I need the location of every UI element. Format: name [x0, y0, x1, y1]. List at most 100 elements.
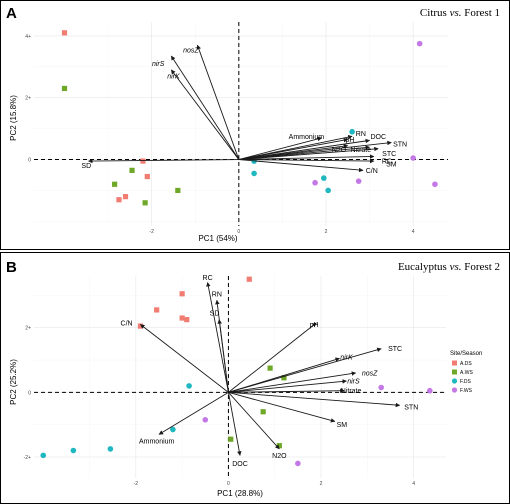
panel-a-x-axis-title: PC1 (54%) [198, 234, 237, 243]
panel-b-vector-nosz [228, 371, 357, 393]
panel-b: B Eucalyptus vs. Forest 2 -2 0 2 4 -2+ 0 2+ RC R… [0, 252, 510, 504]
panel-b-vector-ammonium [158, 391, 229, 435]
panel-b-vector-ph [228, 322, 317, 393]
legend-label-f-ds: F.DS [460, 379, 472, 385]
panel-b-point-f-ds [186, 383, 192, 389]
panel-a-point-a-ws [112, 181, 118, 187]
panel-b-x-tick-label: 2 [320, 481, 323, 487]
panel-a-vector-stc [238, 146, 379, 160]
panel-b-vector-label-stc: STC [388, 346, 402, 353]
panel-a-vector-label-stc: STC [382, 151, 396, 158]
panel-a-x-tick-label: -2 [149, 229, 154, 235]
panel-b-x-tick-label: 0 [227, 481, 230, 487]
panel-a-point-a-ds [122, 194, 129, 200]
panel-a-point-a-ds [116, 197, 122, 203]
panel-a-vector-label-doc: DOC [370, 134, 386, 141]
panel-a-vector-nirs [170, 55, 240, 160]
panel-b-point-f-ws [295, 460, 301, 467]
panel-b-vector-sd [217, 319, 229, 393]
panel-a: A Citrus vs. Forest 1 -2 0 2 4 0 2+ 4+ nosZ nirS… [0, 0, 510, 250]
panel-a-vector-label-sm: SM [386, 162, 397, 169]
legend-label-a-ws: A.WS [460, 370, 473, 376]
panel-a-point-a-ws [142, 200, 148, 206]
panel-a-point-f-ws [416, 40, 423, 47]
panel-a-y-tick-label: 4+ [25, 34, 31, 40]
panel-b-x-tick-label: -2 [134, 481, 139, 487]
legend-title: Site/Season [450, 351, 482, 357]
panel-b-vector-c-n [140, 324, 229, 393]
panel-b-y-tick-label: 2+ [25, 326, 31, 332]
panel-a-vector-nirk [170, 69, 240, 160]
panel-b-vector-label-rn: RN [212, 291, 222, 298]
panel-a-point-a-ds [144, 173, 150, 180]
panel-a-x-tick-label: 4 [412, 229, 415, 235]
panel-a-point-f-ds [321, 175, 327, 181]
panel-b-point-f-ds [107, 446, 114, 452]
panel-b-vector-label-doc: DOC [232, 461, 248, 468]
panel-b-y-tick-label: -2+ [24, 455, 31, 461]
panel-b-vector-label-c-n: C/N [121, 320, 133, 327]
legend-swatch-f-ws [451, 387, 458, 393]
panel-b-point-a-ds [179, 315, 185, 321]
panel-b-vector-label-sm: SM [337, 422, 348, 429]
panel-b-point-f-ws [426, 387, 433, 394]
panel-a-vector-label-ammonium: Ammonium [289, 134, 325, 141]
panel-a-vector-label-rn: RN [356, 131, 366, 138]
panel-b-vector-label-nirs: nirS [347, 379, 360, 386]
panel-b-plot-background [34, 276, 446, 478]
legend-swatch-f-ds [451, 378, 458, 384]
panel-a-point-f-ws [432, 181, 438, 188]
panel-b-x-tick-label: 4 [412, 481, 415, 487]
panel-a-vector-ammonium [238, 136, 323, 160]
panel-a-plot-background [34, 22, 448, 226]
panel-b-vector-label-stn: STN [404, 404, 418, 411]
panel-a-point-f-ds [251, 170, 257, 177]
panel-a-point-a-ws [129, 167, 135, 173]
legend: Site/Season A.DS A.WS F.DS F.WS [450, 351, 482, 394]
panel-a-vector-n2o [238, 143, 349, 160]
panel-b-point-f-ws [378, 384, 384, 391]
panel-b-vector-label-nosz: nosZ [362, 370, 378, 377]
panel-a-x-tick-label: 2 [325, 229, 328, 235]
panel-b-point-a-ds [184, 317, 190, 323]
panel-b-vector-stc [228, 347, 382, 393]
panel-b-point-a-ds [246, 276, 252, 282]
panel-b-vector-label-nitrate: Nitrate [341, 388, 362, 395]
panel-a-point-a-ws [61, 85, 68, 92]
panel-b-vector-label-sd: SD [210, 311, 220, 318]
panel-a-x-tick-label: 0 [237, 229, 240, 235]
panel-b-letter: B [6, 259, 17, 276]
legend-swatch-a-ws [452, 369, 457, 375]
panel-a-title: Citrus vs. Forest 1 [420, 7, 500, 19]
panel-a-vector-label-c-n: C/N [366, 168, 378, 175]
panel-b-vector-nitrate [228, 388, 345, 394]
panel-a-point-a-ds [61, 30, 68, 36]
panel-b-vector-doc [227, 392, 242, 456]
panel-a-vector-label-nirk: nirK [167, 74, 180, 81]
panel-a-vector-c-n [238, 159, 364, 173]
panel-a-point-f-ws [312, 179, 318, 186]
panel-b-point-a-ws [228, 436, 234, 442]
panel-a-vector-sm [238, 158, 375, 164]
panel-a-point-f-ds [349, 128, 355, 135]
panel-b-vector-nirs [228, 379, 347, 393]
panel-b-vector-label-nirk: nirK [340, 354, 353, 361]
panel-b-vector-rc [206, 282, 229, 393]
panel-b-point-f-ws [202, 417, 209, 423]
panel-a-vector-nosz [196, 44, 240, 160]
panel-b-vector-label-ammonium: Ammonium [139, 438, 175, 445]
panel-a-letter: A [6, 5, 17, 22]
panel-b-y-axis-title: PC2 (25.2%) [9, 359, 18, 405]
panel-b-vector-n2o [228, 392, 280, 450]
panel-b-vector-stn [228, 391, 401, 408]
panel-b-point-f-ds [170, 426, 176, 433]
panel-a-vector-label-rc: RC [382, 159, 392, 166]
panel-a-vector-label-ph: pH [345, 137, 354, 144]
legend-label-a-ds: A.DS [460, 361, 472, 367]
panel-b-vector-label-rc: RC [203, 275, 213, 282]
panel-b-vector-label-n2o: N2O [272, 453, 287, 460]
panel-a-y-tick-label: 2+ [25, 96, 31, 102]
panel-a-vector-label-sd: SD [81, 163, 91, 170]
